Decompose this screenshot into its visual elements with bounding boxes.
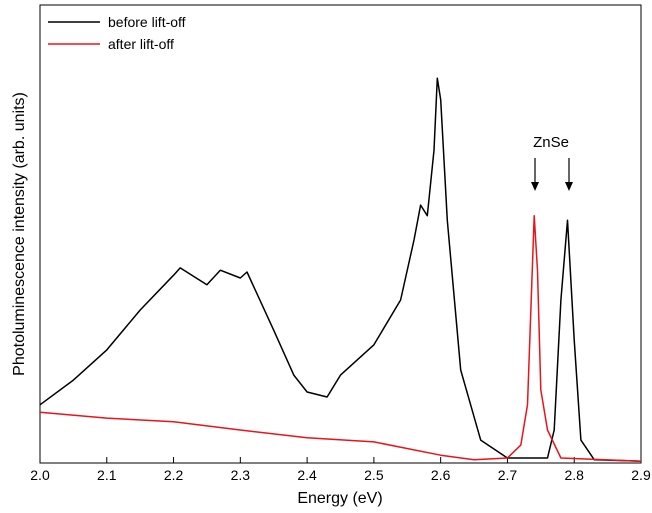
x-tick-label: 2.0 <box>30 467 50 483</box>
annotation: ZnSe <box>533 134 569 151</box>
series-line <box>39 214 642 462</box>
x-axis-label: Energy (eV) <box>297 490 382 507</box>
x-tick-label: 2.4 <box>297 467 317 483</box>
legend-label: before lift-off <box>108 14 186 30</box>
x-tick-label: 2.1 <box>97 467 117 483</box>
y-axis-label: Photoluminescence intensity (arb. units) <box>11 92 28 376</box>
x-tick-label: 2.5 <box>364 467 384 483</box>
legend-label: after lift-off <box>108 36 174 52</box>
annotation-arrows <box>531 158 573 191</box>
x-tick-label: 2.9 <box>631 467 651 483</box>
x-tick-label: 2.2 <box>164 467 184 483</box>
x-tick-label: 2.8 <box>564 467 584 483</box>
x-tick-label: 2.6 <box>431 467 451 483</box>
series-line <box>39 77 642 462</box>
x-tick-label: 2.3 <box>231 467 251 483</box>
x-tick-label: 2.7 <box>498 467 518 483</box>
plot-frame <box>39 4 642 464</box>
